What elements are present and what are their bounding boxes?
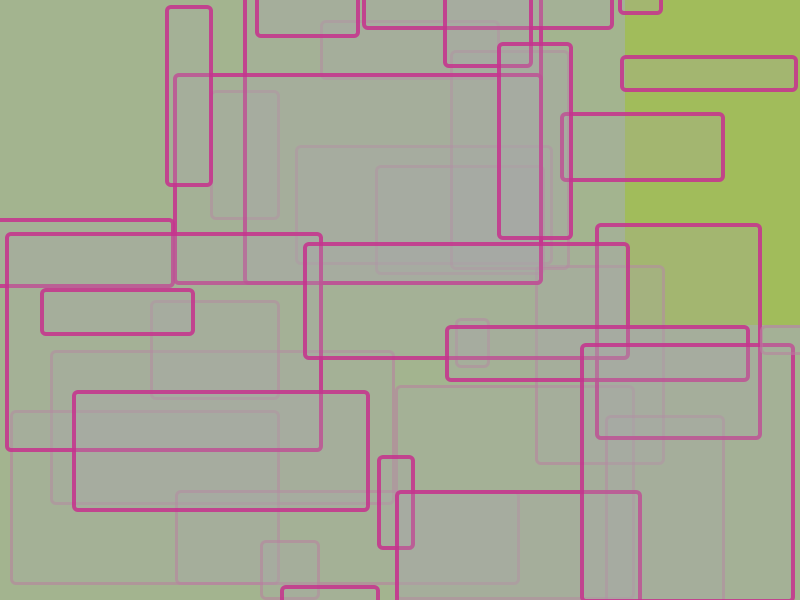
faint-rectangle [760,325,800,355]
outlined-rectangle [173,73,543,285]
outlined-rectangle [303,242,630,360]
faint-rectangle [175,490,520,585]
faint-rectangle [375,165,545,275]
outlined-rectangle [362,0,614,30]
faint-rectangle [260,540,320,600]
faint-rectangle [150,300,280,400]
outlined-rectangle [5,232,323,452]
outlined-rectangle [580,343,795,600]
faint-rectangle [320,20,500,80]
outlined-rectangle [165,5,213,187]
outlined-rectangle [255,0,360,38]
faint-rectangle [10,410,280,585]
outlined-rectangle [443,0,533,68]
faint-rectangle [605,415,725,600]
faint-rectangle [535,265,665,465]
outlined-rectangle [72,390,370,512]
outlined-rectangle [243,0,543,285]
background-wash-lower-right [625,325,800,600]
faint-rectangle [50,350,395,505]
outlined-rectangle [445,325,750,382]
outlined-rectangle [280,585,380,600]
outlined-rectangle [595,223,762,440]
outlined-rectangle [40,288,195,336]
outlined-rectangle [560,112,725,182]
outlined-rectangle [618,0,663,15]
outlined-rectangle [395,490,642,600]
outlined-rectangle [620,55,798,92]
outlined-rectangle [0,218,175,288]
faint-rectangle [450,50,570,270]
outlined-rectangle [497,42,573,240]
background-wash [0,0,625,600]
